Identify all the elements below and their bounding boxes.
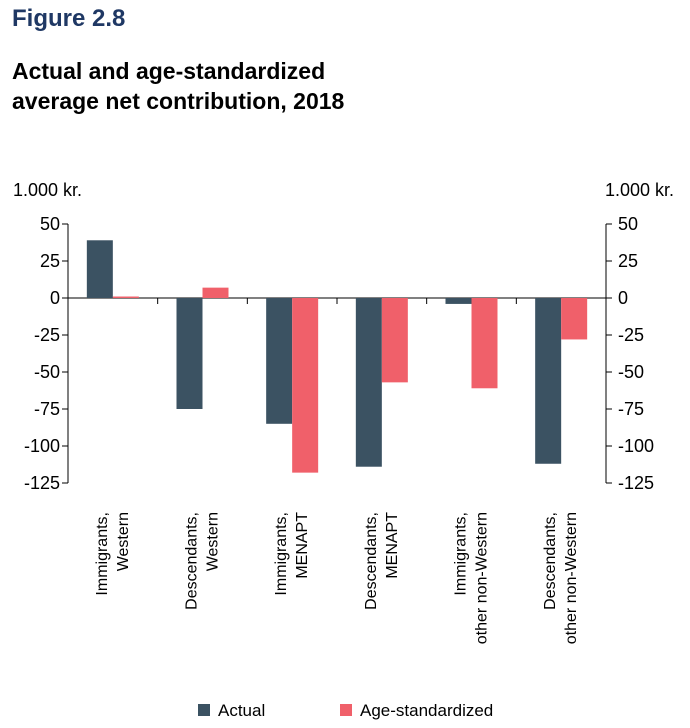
bar-actual [266,298,293,424]
y-tick-label-left: 0 [50,288,60,308]
y-tick-label-right: 0 [618,288,628,308]
bar-actual [86,240,113,298]
category-label-line: Immigrants, [273,512,290,596]
y-tick-label-left: -125 [24,473,60,493]
category-label: Immigrants, other non-Western [453,512,491,644]
chart-title-line-1: Actual and age-standardized [12,58,326,84]
category-label-line: MENAPT [384,512,401,579]
category-label-line: Immigrants, [453,512,470,596]
category-label: Descendants, Western [184,512,222,610]
legend-swatch [198,704,210,716]
chart-title-line-2: average net contribution, 2018 [12,88,345,114]
bar-age-standardized [112,296,139,298]
category-label-text: Immigrants, MENAPT [273,512,311,596]
category-label-line: Western [205,512,222,571]
y-tick-label-right: -125 [618,473,654,493]
category-label-line: Descendants, [363,512,380,610]
category-label: Descendants, other non-Western [542,512,580,644]
y-tick-label-left: -50 [34,362,60,382]
category-label-line: Western [115,512,132,571]
y-tick-label-right: 50 [618,214,638,234]
y-axis-unit-right: 1.000 kr. [605,180,674,200]
category-label-text: Descendants, Western [184,512,222,610]
axes: 50 50 25 25 0 0 -25 -25 -50 -50 -75 -75 -100 -100 -125… [24,214,654,493]
legend-label: Age-standardized [360,701,493,720]
bar-actual [535,298,562,464]
bar-actual [445,298,472,304]
bar-age-standardized [561,298,588,340]
y-axis-unit-left: 1.000 kr. [13,180,82,200]
category-label-line: Descendants, [184,512,201,610]
bar-age-standardized [292,298,319,473]
bars [86,240,588,473]
y-tick-label-left: -75 [34,399,60,419]
category-label-line: Immigrants, [94,512,111,596]
chart-title: Actual and age-standardized average net … [12,56,612,116]
bar-actual [176,298,203,409]
category-label-line: other non-Western [563,512,580,644]
category-label: Descendants, MENAPT [363,512,401,610]
legend: Actual Age-standardized [198,701,493,720]
bar-actual [355,298,382,467]
y-tick-label-right: 25 [618,251,638,271]
y-tick-label-left: -25 [34,325,60,345]
y-tick-label-right: -50 [618,362,644,382]
legend-swatch [340,704,352,716]
category-labels: Immigrants, Western Descendants, Western Imm… [94,512,580,644]
category-label-text: Immigrants, Western [94,512,132,596]
y-tick-label-left: 25 [40,251,60,271]
bar-age-standardized [381,298,408,383]
y-tick-label-right: -75 [618,399,644,419]
category-label-line: other non-Western [474,512,491,644]
category-label-line: Descendants, [542,512,559,610]
category-label-line: MENAPT [294,512,311,579]
legend-label: Actual [218,701,265,720]
y-tick-label-right: -100 [618,436,654,456]
bar-age-standardized [202,287,229,298]
y-tick-label-right: -25 [618,325,644,345]
y-tick-label-left: 50 [40,214,60,234]
category-label-text: Descendants, MENAPT [363,512,401,610]
y-tick-label-left: -100 [24,436,60,456]
category-label-text: Immigrants, other non-Western [453,512,491,644]
category-label: Immigrants, Western [94,512,132,596]
figure-label: Figure 2.8 [12,5,126,32]
bar-age-standardized [471,298,498,389]
category-label-text: Descendants, other non-Western [542,512,580,644]
category-label: Immigrants, MENAPT [273,512,311,596]
